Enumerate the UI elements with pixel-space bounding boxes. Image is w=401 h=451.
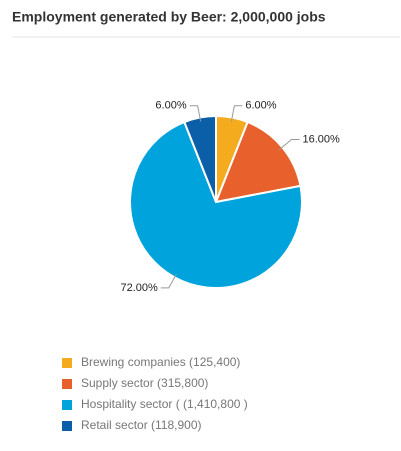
legend-label: Supply sector (315,800) [81,376,208,390]
legend-swatch [62,400,72,410]
legend-swatch [62,379,72,389]
leader-line [189,105,202,122]
legend-label: Hospitality sector ( (1,410,800 ) [81,397,248,411]
legend-swatch [62,358,72,368]
chart-title: Employment generated by Beer: 2,000,000 … [12,9,326,25]
leader-line [160,273,177,289]
legend-label: Retail sector (118,900) [81,418,202,432]
data-label: 6.00% [245,100,276,112]
legend-swatch [62,421,72,431]
legend-label: Brewing companies (125,400) [81,355,240,369]
leader-line [230,105,243,122]
data-label: 72.00% [120,282,158,294]
data-label: 6.00% [155,100,186,112]
leader-line [278,139,300,151]
data-label: 16.00% [303,133,341,145]
